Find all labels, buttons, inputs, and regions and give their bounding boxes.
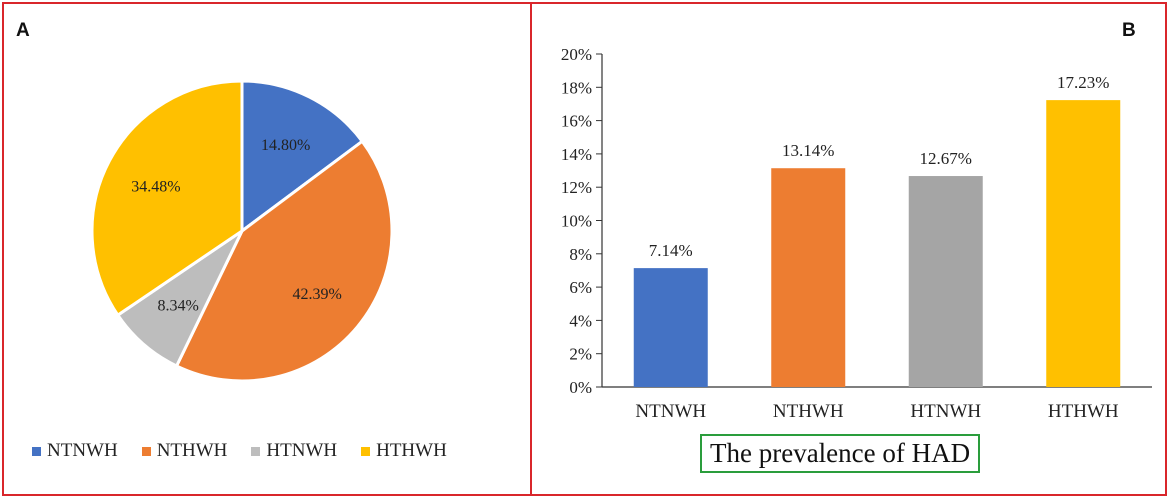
y-tick-label: 12% xyxy=(561,178,592,197)
legend-item-hthwh: HTHWH xyxy=(361,440,447,462)
bar-ntnwh xyxy=(633,268,708,387)
pie-data-label: 8.34% xyxy=(158,298,199,315)
x-tick-label: NTNWH xyxy=(635,401,706,422)
y-tick-label: 20% xyxy=(561,45,592,64)
bar-data-label: 12.67% xyxy=(920,149,972,168)
legend-swatch xyxy=(32,446,41,456)
bar-data-label: 7.14% xyxy=(649,241,693,260)
legend-label: HTNWH xyxy=(266,440,338,461)
y-tick-label: 8% xyxy=(569,245,592,264)
panel-label-b: B xyxy=(1122,20,1136,41)
legend-item-nthwh: NTHWH xyxy=(141,440,228,462)
bar-hthwh xyxy=(1046,100,1121,388)
y-tick-label: 16% xyxy=(561,112,592,131)
y-tick-label: 0% xyxy=(569,378,592,397)
pie-data-label: 14.80% xyxy=(261,137,310,154)
legend-swatch xyxy=(141,446,151,456)
legend-label: NTHWH xyxy=(156,440,228,461)
panel-a: A 14.80% 42.39% 8.34% 34.48% NTNWH NTHWH HTNW… xyxy=(2,2,532,496)
x-tick-label: HTHWH xyxy=(1048,401,1119,422)
pie-chart: 14.80% 42.39% 8.34% 34.48% xyxy=(90,79,394,383)
y-tick-label: 4% xyxy=(569,311,592,330)
pie-data-label: 34.48% xyxy=(131,178,180,195)
panel-b: B 0% 2% 4% 6% 8% 10% 12% 14% 16% 18% 20% 7.14% NTNWH… xyxy=(530,2,1167,496)
legend-label: HTHWH xyxy=(376,440,447,461)
legend-swatch xyxy=(251,446,261,456)
bar-data-label: 13.14% xyxy=(782,141,834,160)
legend-label: NTNWH xyxy=(47,440,118,461)
bar-htnwh xyxy=(908,176,983,387)
pie-legend: NTNWH NTHWH HTNWH HTHWH xyxy=(32,440,471,462)
pie-data-label: 42.39% xyxy=(292,286,341,303)
legend-item-htnwh: HTNWH xyxy=(251,440,337,462)
y-tick-label: 18% xyxy=(561,78,592,97)
bar-data-label: 17.23% xyxy=(1057,73,1109,92)
bar-chart: 0% 2% 4% 6% 8% 10% 12% 14% 16% 18% 20% 7.14% NTNWH 13… xyxy=(561,45,1152,422)
legend-swatch xyxy=(361,446,371,456)
y-tick-label: 10% xyxy=(561,212,592,231)
x-tick-label: NTHWH xyxy=(773,401,844,422)
legend-item-ntnwh: NTNWH xyxy=(32,440,118,462)
y-tick-label: 6% xyxy=(569,278,592,297)
pie-slice-ntnwh xyxy=(240,79,365,234)
pie-slice-nthwh xyxy=(174,139,394,383)
x-axis-title: The prevalence of HAD xyxy=(700,434,981,473)
pie-slice-hthwh xyxy=(90,79,244,318)
y-tick-label: 14% xyxy=(561,145,592,164)
bar-nthwh xyxy=(771,168,846,387)
x-tick-label: HTNWH xyxy=(910,401,981,422)
y-tick-label: 2% xyxy=(569,345,592,364)
panel-label-a: A xyxy=(16,20,30,41)
